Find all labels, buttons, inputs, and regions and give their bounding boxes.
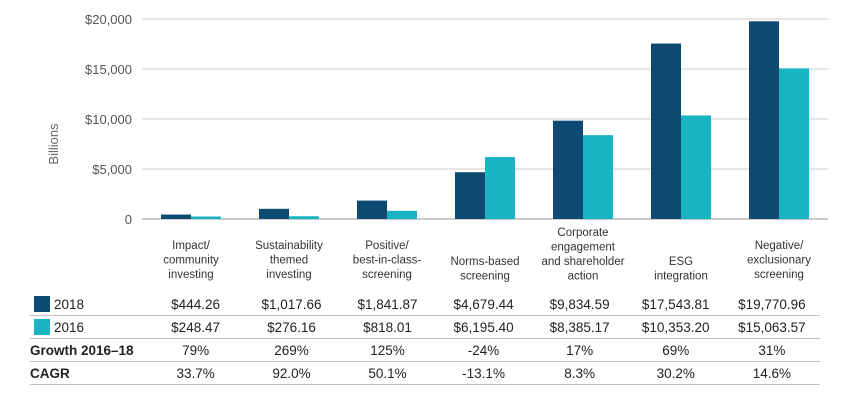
table-row: 2016 $248.47 $276.16 $818.01 $6,195.40 $8,385… bbox=[30, 315, 820, 339]
table-cell: $15,063.57 bbox=[723, 315, 820, 339]
table-cell: 50.1% bbox=[339, 361, 436, 385]
table-cell: 125% bbox=[339, 338, 436, 362]
bar-2016 bbox=[485, 157, 515, 219]
bar-2018 bbox=[161, 214, 191, 219]
data-table: 2018 $444.26 $1,017.66 $1,841.87 $4,679.44 $9… bbox=[30, 293, 820, 385]
category-label-line: integration bbox=[654, 271, 708, 283]
bars bbox=[161, 21, 809, 219]
row-label: 2016 bbox=[30, 315, 148, 339]
category-label-line: investing bbox=[266, 269, 311, 281]
category-label-line: screening bbox=[362, 269, 412, 281]
category-label: Norms-based screening bbox=[450, 256, 519, 283]
legend-swatch bbox=[34, 319, 50, 335]
table-cell: 92.0% bbox=[243, 361, 340, 385]
category-label-line: Positive/ bbox=[365, 240, 409, 252]
bar-2018 bbox=[749, 21, 779, 219]
category-label-line: engagement bbox=[551, 242, 616, 254]
table-cell: $444.26 bbox=[147, 293, 244, 316]
y-axis-ticks: 0 $5,000 $10,000 $15,000 $20,000 bbox=[85, 12, 132, 227]
table-cell: $4,679.44 bbox=[435, 293, 532, 316]
bar-2016 bbox=[191, 216, 221, 219]
table-cell: $10,353.20 bbox=[627, 315, 724, 339]
bar-2016 bbox=[387, 210, 417, 219]
category-label-line: Corporate bbox=[557, 227, 608, 239]
y-tick-label: $10,000 bbox=[85, 112, 132, 127]
table-cell: $818.01 bbox=[339, 315, 436, 339]
bar-2018 bbox=[455, 172, 485, 219]
bar-2018 bbox=[651, 43, 681, 219]
table-cell: 33.7% bbox=[147, 361, 244, 385]
table-cell: 8.3% bbox=[531, 361, 628, 385]
category-labels: Impact/community investing Sustainability t… bbox=[163, 227, 811, 283]
y-tick-label: $5,000 bbox=[92, 162, 132, 177]
row-label: Growth 2016–18 bbox=[30, 338, 148, 362]
table-cell: 69% bbox=[627, 338, 724, 362]
table-cell: 14.6% bbox=[723, 361, 820, 385]
table-cell: 30.2% bbox=[627, 361, 724, 385]
row-label-text: Growth 2016–18 bbox=[30, 342, 134, 358]
table-cell: $1,841.87 bbox=[339, 293, 436, 316]
table-cell: $17,543.81 bbox=[627, 293, 724, 316]
category-label-line: exclusionary bbox=[747, 255, 811, 267]
category-label-line: community bbox=[163, 255, 219, 267]
bar-2018 bbox=[357, 200, 387, 219]
category-label-line: ESG bbox=[669, 256, 693, 268]
table-cell: $248.47 bbox=[147, 315, 244, 339]
y-tick-label: $15,000 bbox=[85, 62, 132, 77]
table-cell: 269% bbox=[243, 338, 340, 362]
table-cell: $6,195.40 bbox=[435, 315, 532, 339]
category-label-line: Norms-based bbox=[450, 256, 519, 268]
row-label-text: 2016 bbox=[54, 320, 85, 335]
table-cell: $1,017.66 bbox=[243, 293, 340, 316]
table-cell: $276.16 bbox=[243, 315, 340, 339]
table-row: Growth 2016–18 79% 269% 125% -24% 17% 69% 31% bbox=[30, 338, 820, 362]
category-label-line: themed bbox=[270, 255, 308, 267]
category-label-line: action bbox=[568, 271, 599, 283]
table-cell: 79% bbox=[147, 338, 244, 362]
bar-2016 bbox=[583, 135, 613, 219]
category-label-line: investing bbox=[168, 269, 213, 281]
gridlines bbox=[142, 18, 828, 220]
category-label: Impact/community investing bbox=[163, 240, 219, 281]
row-label-text: CAGR bbox=[30, 365, 70, 381]
table-cell: 17% bbox=[531, 338, 628, 362]
category-label-line: Impact/ bbox=[172, 240, 211, 252]
category-label-line: Negative/ bbox=[755, 240, 804, 252]
bar-chart: 0 $5,000 $10,000 $15,000 $20,000 Billions Im… bbox=[46, 12, 828, 283]
y-axis-label: Billions bbox=[46, 123, 61, 165]
category-label-line: screening bbox=[754, 269, 804, 281]
category-label: ESG integration bbox=[654, 256, 708, 283]
table-cell: 31% bbox=[723, 338, 820, 362]
table-cell: -13.1% bbox=[435, 361, 532, 385]
y-tick-label: $20,000 bbox=[85, 12, 132, 27]
bar-2016 bbox=[779, 68, 809, 219]
bar-2018 bbox=[259, 208, 289, 219]
y-tick-label: 0 bbox=[125, 212, 132, 227]
row-label-text: 2018 bbox=[54, 297, 85, 312]
table-cell: $8,385.17 bbox=[531, 315, 628, 339]
category-label-line: best-in-class- bbox=[353, 255, 422, 267]
category-label-line: screening bbox=[460, 271, 510, 283]
row-label: CAGR bbox=[30, 361, 148, 385]
bar-2016 bbox=[681, 115, 711, 219]
category-label: Corporate engagement and shareholder action bbox=[541, 227, 624, 283]
category-label-line: Sustainability bbox=[255, 240, 323, 252]
table-cell: $19,770.96 bbox=[723, 293, 820, 316]
category-label: Negative/exclusionary screening bbox=[747, 240, 811, 281]
table-cell: $9,834.59 bbox=[531, 293, 628, 316]
table-cell: -24% bbox=[435, 338, 532, 362]
bar-2018 bbox=[553, 120, 583, 219]
row-label: 2018 bbox=[30, 293, 148, 316]
table-row: CAGR 33.7% 92.0% 50.1% -13.1% 8.3% 30.2% 14.6% bbox=[30, 361, 820, 385]
category-label-line: and shareholder bbox=[541, 256, 624, 268]
table-row: 2018 $444.26 $1,017.66 $1,841.87 $4,679.44 $9… bbox=[30, 293, 820, 316]
bar-2016 bbox=[289, 216, 319, 219]
category-label: Positive/best-in-class-screening bbox=[353, 240, 422, 281]
category-label: Sustainability themed investing bbox=[255, 240, 323, 281]
legend-swatch bbox=[34, 296, 50, 312]
